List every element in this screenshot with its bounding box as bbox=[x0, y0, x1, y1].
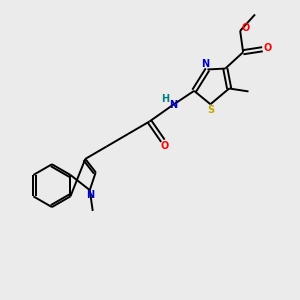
Text: N: N bbox=[86, 190, 94, 200]
Text: N: N bbox=[201, 58, 209, 68]
Text: N: N bbox=[169, 100, 177, 110]
Text: S: S bbox=[208, 105, 214, 115]
Text: O: O bbox=[160, 141, 169, 151]
Text: O: O bbox=[242, 23, 250, 33]
Text: O: O bbox=[264, 43, 272, 53]
Text: H: H bbox=[161, 94, 169, 103]
